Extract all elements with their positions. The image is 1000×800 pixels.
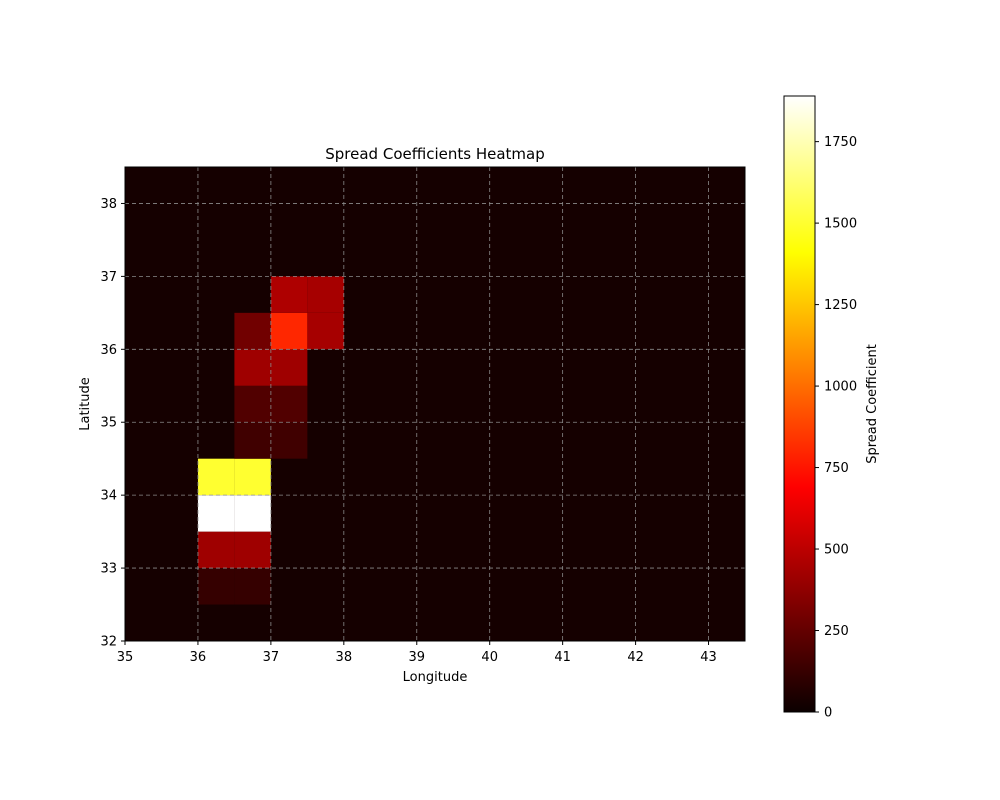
- plot-area: [124, 166, 746, 642]
- x-axis-label: Longitude: [403, 670, 468, 685]
- colorbar-tick-label: 250: [824, 624, 849, 639]
- colorbar: [783, 95, 816, 713]
- heatmap-cell: [307, 276, 344, 313]
- colorbar-tick-label: 1250: [824, 298, 857, 313]
- x-tick-label: 38: [336, 650, 353, 665]
- heatmap-cell: [270, 385, 308, 423]
- y-axis-ticks: 32 33 34 35 36 37 38: [100, 197, 125, 650]
- heatmap-cell: [197, 458, 235, 496]
- colorbar-tick-label: 500: [824, 543, 849, 558]
- heatmap-cell: [197, 568, 235, 605]
- x-tick-label: 43: [700, 650, 717, 665]
- chart-title: Spread Coefficients Heatmap: [325, 145, 545, 163]
- y-tick-label: 35: [100, 416, 117, 431]
- x-tick-label: 37: [263, 650, 280, 665]
- x-axis-ticks: 35 36 37 38 39 40 41 42 43: [117, 641, 717, 665]
- colorbar-tick-label: 1500: [824, 217, 857, 232]
- y-axis-label: Latitude: [78, 377, 93, 431]
- y-tick-label: 37: [100, 270, 117, 285]
- colorbar-ticks: 0 250 500 750 1000 1250 1500 1750: [815, 135, 857, 721]
- x-tick-label: 35: [117, 650, 134, 665]
- colorbar-tick-label: 1750: [824, 135, 857, 150]
- plot-frame: [124, 166, 746, 642]
- colorbar-label: Spread Coefficient: [865, 344, 880, 464]
- heatmap-cell: [234, 385, 271, 423]
- heatmap-cell: [234, 531, 271, 569]
- heatmap-cell: [307, 312, 344, 350]
- y-tick-label: 34: [100, 489, 117, 504]
- heatmap-cell: [234, 495, 271, 532]
- heatmap-cell: [270, 422, 308, 459]
- heatmap-cell: [197, 531, 235, 569]
- x-tick-label: 41: [554, 650, 571, 665]
- y-tick-label: 38: [100, 197, 117, 212]
- x-tick-label: 36: [190, 650, 207, 665]
- heatmap-cell: [234, 458, 271, 496]
- colorbar-tick-label: 0: [824, 706, 832, 721]
- x-tick-label: 39: [408, 650, 425, 665]
- heatmap-cell: [270, 276, 308, 313]
- x-tick-label: 40: [481, 650, 498, 665]
- heatmap-cell: [270, 349, 308, 386]
- y-tick-label: 32: [100, 635, 117, 650]
- colorbar-tick-label: 750: [824, 461, 849, 476]
- heatmap-cell: [270, 312, 308, 350]
- x-tick-label: 42: [627, 650, 644, 665]
- y-tick-label: 36: [100, 343, 117, 358]
- heatmap-cell: [234, 422, 271, 459]
- colorbar-tick-label: 1000: [824, 380, 857, 395]
- heatmap-cell: [197, 495, 235, 532]
- heatmap-cell: [234, 349, 271, 386]
- heatmap-cell: [234, 568, 271, 605]
- heatmap-cell: [234, 312, 271, 350]
- y-tick-label: 33: [100, 562, 117, 577]
